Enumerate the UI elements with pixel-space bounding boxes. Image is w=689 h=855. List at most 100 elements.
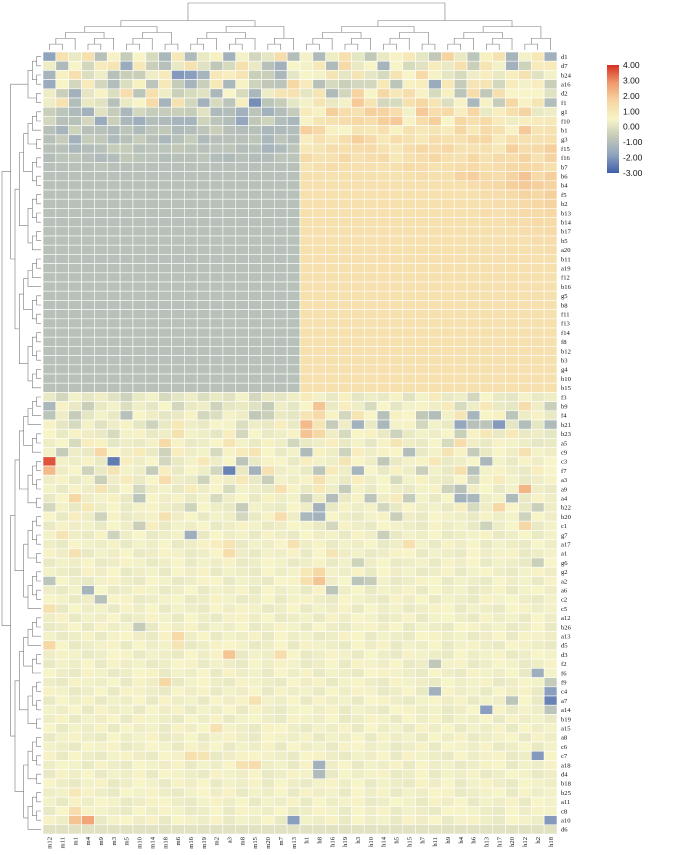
heatmap-cell-b23-m15 (248, 428, 262, 439)
heatmap-cell-g3-h7 (415, 134, 429, 145)
heatmap-cell-b8-h13 (479, 300, 494, 310)
heatmap-cell-b18-h18 (543, 778, 558, 789)
heatmap-cell-b12-m8 (235, 346, 249, 356)
heatmap-cell-a9-h15 (402, 484, 416, 494)
row-label-f12: f12 (561, 275, 570, 282)
heatmap-cell-a2-h17 (492, 576, 506, 586)
heatmap-cell-b5-h18 (543, 235, 558, 246)
heatmap-cell-b19-m13 (286, 714, 301, 724)
heatmap-cell-f8-h12 (518, 336, 532, 347)
heatmap-cell-f9-h17 (492, 677, 506, 688)
heatmap-cell-c6-h13 (479, 741, 494, 752)
heatmap-cell-d7-h6 (466, 60, 481, 71)
heatmap-cell-f10-h20 (505, 116, 519, 126)
heatmap-cell-g6-h11 (428, 557, 442, 568)
heatmap-cell-a12-m1 (68, 612, 82, 623)
heatmap-cell-b26-m9 (94, 622, 108, 632)
heatmap-cell-f8-m7 (273, 336, 288, 347)
heatmap-cell-c9-h2 (530, 447, 545, 458)
heatmap-cell-b21-m11 (55, 419, 69, 430)
heatmap-cell-g3-h8 (312, 134, 327, 145)
heatmap-cell-a6-h9 (441, 585, 455, 596)
heatmap-cell-a20-h9 (441, 244, 455, 255)
heatmap-cell-b1-h12 (518, 125, 532, 136)
heatmap-cell-g3-h5 (389, 134, 404, 145)
heatmap-cell-d7-m11 (55, 60, 69, 71)
heatmap-cell-f10-h9 (441, 116, 455, 126)
heatmap-cell-b5-m4 (81, 235, 95, 246)
heatmap-cell-a14-h20 (505, 704, 519, 715)
heatmap-cell-g1-h7 (415, 106, 429, 117)
heatmap-cell-d3-m12 (42, 649, 57, 660)
heatmap-cell-b20-m18 (158, 511, 172, 522)
heatmap-cell-f12-h18 (543, 272, 558, 283)
heatmap-cell-a18-m14 (145, 760, 159, 770)
heatmap-cell-c7-h8 (312, 750, 327, 761)
heatmap-cell-b18-h2 (530, 778, 545, 789)
heatmap-cell-f5-h13 (479, 189, 494, 200)
row-label-b4: b4 (561, 183, 568, 190)
heatmap-cell-d6-a3 (222, 824, 237, 835)
heatmap-cell-b9-h20 (505, 401, 519, 412)
heatmap-cell-b13-m1 (68, 208, 82, 218)
heatmap-cell-b17-m2 (209, 226, 224, 237)
heatmap-cell-b21-m16 (184, 419, 198, 430)
heatmap-cell-f12-m20 (261, 272, 275, 283)
heatmap-cell-c8-m5 (119, 806, 134, 816)
heatmap-cell-a12-m12 (42, 612, 57, 623)
heatmap-cell-b10-h14 (376, 373, 391, 384)
heatmap-cell-g6-h6 (466, 557, 481, 568)
heatmap-cell-b17-m6 (171, 226, 185, 237)
column-label-h13: h13 (484, 836, 491, 847)
heatmap-cell-b15-h10 (363, 382, 378, 393)
heatmap-cell-b6-m18 (158, 171, 172, 182)
heatmap-cell-a13-m6 (171, 631, 185, 642)
heatmap-cell-c5-h9 (441, 603, 455, 614)
heatmap-cell-b22-h4 (453, 502, 468, 513)
heatmap-cell-g7-h11 (428, 530, 442, 540)
heatmap-cell-c6-m12 (42, 741, 57, 752)
heatmap-cell-a4-h4 (453, 493, 468, 504)
heatmap-cell-a10-a3 (222, 815, 237, 826)
row-dendrogram-branch (32, 401, 41, 416)
heatmap-cell-d6-h7 (415, 824, 429, 835)
row-dendrogram-branch (36, 194, 41, 205)
heatmap-cell-f14-m12 (42, 327, 57, 338)
heatmap-cell-f16-m13 (286, 152, 301, 163)
heatmap-cell-c9-h18 (543, 447, 558, 458)
heatmap-cell-b14-h20 (505, 217, 519, 228)
heatmap-cell-b16-h2 (530, 281, 545, 292)
heatmap-cell-g3-m18 (158, 134, 172, 145)
heatmap-cell-b20-m1 (68, 511, 82, 522)
heatmap-cell-c8-h14 (376, 806, 391, 816)
heatmap-cell-g3-h13 (479, 134, 494, 145)
heatmap-cell-g3-h10 (363, 134, 378, 145)
heatmap-cell-a13-m1 (68, 631, 82, 642)
heatmap-cell-a4-h17 (492, 493, 506, 504)
heatmap-cell-b23-m1 (68, 428, 82, 439)
heatmap-cell-b23-m10 (132, 428, 147, 439)
heatmap-cell-b13-h15 (402, 208, 416, 218)
heatmap-cell-f13-h11 (428, 318, 442, 329)
heatmap-cell-d4-m14 (145, 769, 159, 780)
heatmap-cell-b22-h14 (376, 502, 391, 513)
heatmap-cell-g5-m20 (261, 290, 275, 301)
heatmap-cell-b21-h11 (428, 419, 442, 430)
heatmap-cell-b16-m9 (94, 281, 108, 292)
heatmap-cell-a5-a3 (222, 438, 237, 448)
heatmap-cell-b17-h20 (505, 226, 519, 237)
heatmap-cell-a13-h12 (518, 631, 532, 642)
heatmap-cell-a6-h19 (338, 585, 352, 596)
heatmap-cell-a14-m9 (94, 704, 108, 715)
heatmap-cell-a11-m18 (158, 796, 172, 807)
heatmap-cell-b3-h11 (428, 355, 442, 366)
heatmap-cell-f6-h3 (351, 668, 365, 678)
column-dendrogram-branch (229, 43, 243, 50)
heatmap-cell-b14-h3 (351, 217, 365, 228)
heatmap-cell-a6-h15 (402, 585, 416, 596)
heatmap-cell-d6-h15 (402, 824, 416, 835)
heatmap-cell-b25-m7 (273, 787, 288, 798)
heatmap-cell-g6-m13 (286, 557, 301, 568)
heatmap-cell-b12-m1 (68, 346, 82, 356)
heatmap-cell-a13-h17 (492, 631, 506, 642)
